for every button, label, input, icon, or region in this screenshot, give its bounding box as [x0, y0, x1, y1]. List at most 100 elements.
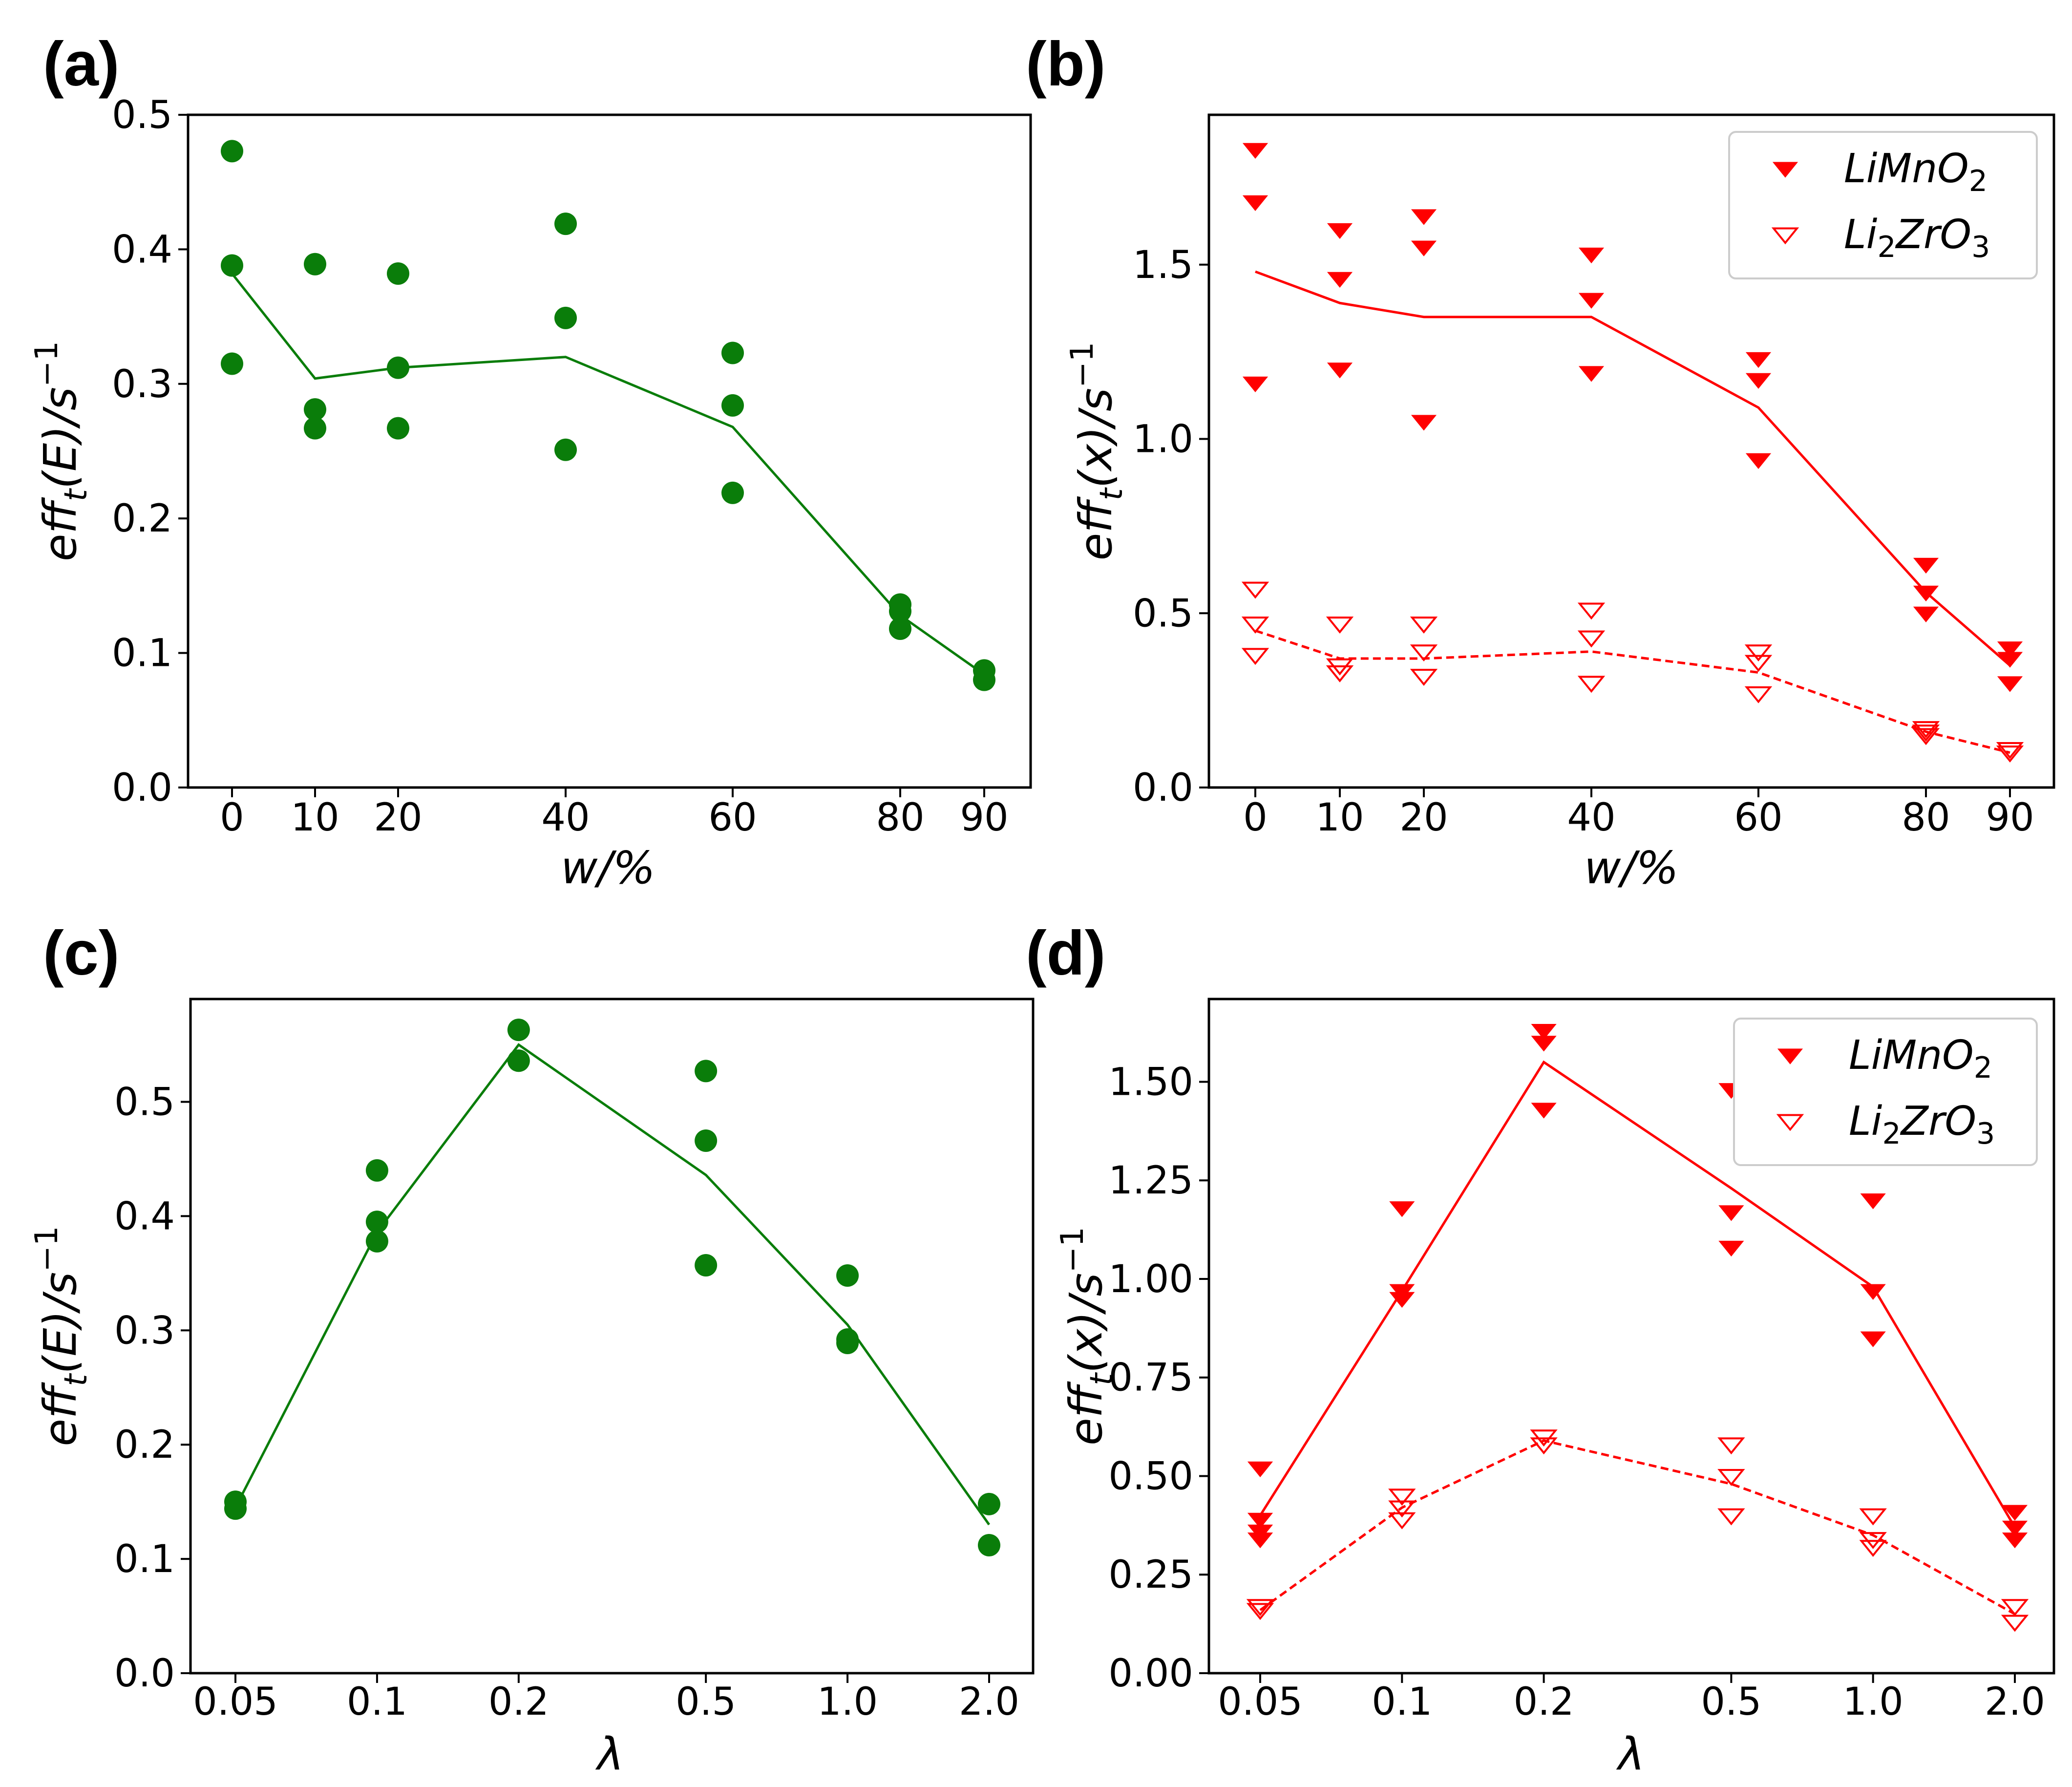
data-point	[1242, 195, 1269, 212]
x-tick-label: 0	[220, 796, 244, 840]
data-point	[2002, 1505, 2028, 1521]
data-point	[554, 438, 577, 461]
series-LiMnO2	[1247, 1024, 2028, 1549]
legend-marker	[1772, 162, 1798, 178]
y-tick-label: 1.00	[1108, 1257, 1193, 1301]
series-data	[224, 1019, 1000, 1557]
data-point	[1242, 143, 1269, 159]
series-LiMnO2	[1242, 143, 2023, 692]
data-point	[1717, 1437, 1745, 1455]
data-point	[1913, 585, 1939, 602]
x-axis-label: λ	[1616, 1728, 1645, 1780]
chart-panel-a: (a) 0 10 20 40 60 80 90 0.0 0.1 0.2 0.3 0.4 0.5 w/% eff…	[29, 29, 1032, 894]
x-tick-label: 0.5	[676, 1680, 736, 1724]
y-tick-label: 0.3	[114, 1309, 175, 1353]
y-tick-label: 0.1	[114, 1537, 175, 1581]
data-point	[507, 1019, 530, 1042]
data-point	[1247, 1532, 1273, 1549]
x-tick-label: 40	[541, 796, 590, 840]
data-point	[1411, 240, 1437, 256]
data-point	[304, 417, 326, 440]
data-point	[1996, 745, 2024, 763]
data-point	[1411, 209, 1437, 225]
legend-label: LiMnO2	[1844, 146, 1987, 198]
data-point	[1410, 644, 1438, 662]
y-axis-label: efft(E)/s−1	[29, 341, 94, 561]
data-point	[1410, 669, 1438, 686]
data-point	[554, 213, 577, 235]
data-point	[221, 254, 243, 277]
data-point	[973, 668, 995, 691]
x-axis-label: w/%	[561, 842, 655, 894]
data-point	[1388, 1500, 1416, 1518]
legend-box	[1733, 1018, 2038, 1166]
data-point	[1389, 1201, 1415, 1217]
data-point	[1859, 1508, 1887, 1526]
mean-line	[1255, 270, 2011, 667]
legend-label: Li2ZrO3	[1844, 212, 1990, 264]
data-point	[1531, 1024, 1557, 1040]
data-point	[695, 1060, 718, 1083]
data-point	[1745, 352, 1772, 368]
data-point	[221, 140, 243, 163]
x-tick-label: 80	[1902, 796, 1950, 840]
data-point	[1578, 247, 1605, 264]
data-point	[1241, 581, 1269, 599]
data-point	[721, 481, 744, 504]
chart-panel-d: (d) 0.05 0.1 0.2 0.5 1.0 2.0 0.00 0.25 0.50 0.75 1.…	[1026, 918, 2055, 1780]
data-point	[1718, 1205, 1744, 1221]
data-point	[1997, 652, 2023, 668]
plot-frame	[189, 998, 1035, 1675]
data-point	[2001, 1599, 2029, 1617]
data-point	[1997, 676, 2023, 692]
data-point	[304, 253, 326, 276]
y-tick-label: 1.25	[1108, 1159, 1193, 1203]
data-point	[1745, 453, 1772, 469]
data-point	[1531, 1036, 1557, 1052]
data-point	[1531, 1103, 1557, 1119]
data-point	[1577, 630, 1606, 648]
data-point	[1246, 1603, 1274, 1620]
legend-label: Li2ZrO3	[1849, 1098, 1995, 1151]
legend-label: LiMnO2	[1849, 1032, 1992, 1085]
data-point	[1577, 602, 1606, 620]
data-point	[1913, 606, 1939, 622]
data-point	[1717, 1508, 1745, 1526]
y-tick-label: 0.00	[1108, 1652, 1193, 1696]
data-point	[1578, 366, 1605, 382]
data-point	[1327, 362, 1353, 379]
data-point	[365, 1230, 388, 1253]
data-point	[1241, 648, 1269, 665]
x-tick-label: 90	[960, 796, 1008, 840]
x-tick-label: 10	[291, 796, 339, 840]
y-axis-label: efft(E)/s−1	[29, 1226, 94, 1446]
x-tick-label: 60	[708, 796, 757, 840]
data-point	[1326, 617, 1354, 634]
mean-line	[1259, 1060, 2016, 1528]
data-point	[1577, 676, 1606, 693]
data-point	[1388, 1489, 1416, 1506]
x-tick-label: 0.2	[488, 1680, 549, 1724]
data-point	[387, 262, 409, 285]
x-tick-label: 40	[1567, 796, 1615, 840]
data-point	[978, 1492, 1000, 1515]
data-point	[365, 1211, 388, 1234]
x-axis-label: λ	[595, 1728, 624, 1780]
data-point	[836, 1264, 859, 1287]
data-point	[2001, 1615, 2029, 1632]
legend: LiMnO2 Li2ZrO3	[1733, 1018, 2038, 1166]
series-data	[221, 140, 995, 691]
data-point	[1996, 742, 2024, 759]
data-point	[1913, 557, 1939, 574]
y-tick-label: 0.4	[114, 1194, 175, 1238]
panel-label: (a)	[43, 29, 119, 99]
data-point	[1860, 1331, 1886, 1347]
y-tick-label: 0.4	[112, 228, 172, 272]
legend-marker	[1771, 227, 1799, 245]
data-point	[507, 1049, 530, 1072]
y-tick-label: 1.50	[1108, 1060, 1193, 1104]
data-point	[1744, 686, 1773, 703]
x-tick-label: 1.0	[817, 1680, 878, 1724]
y-tick-label: 0.5	[1133, 592, 1193, 636]
data-point	[2002, 1520, 2028, 1537]
